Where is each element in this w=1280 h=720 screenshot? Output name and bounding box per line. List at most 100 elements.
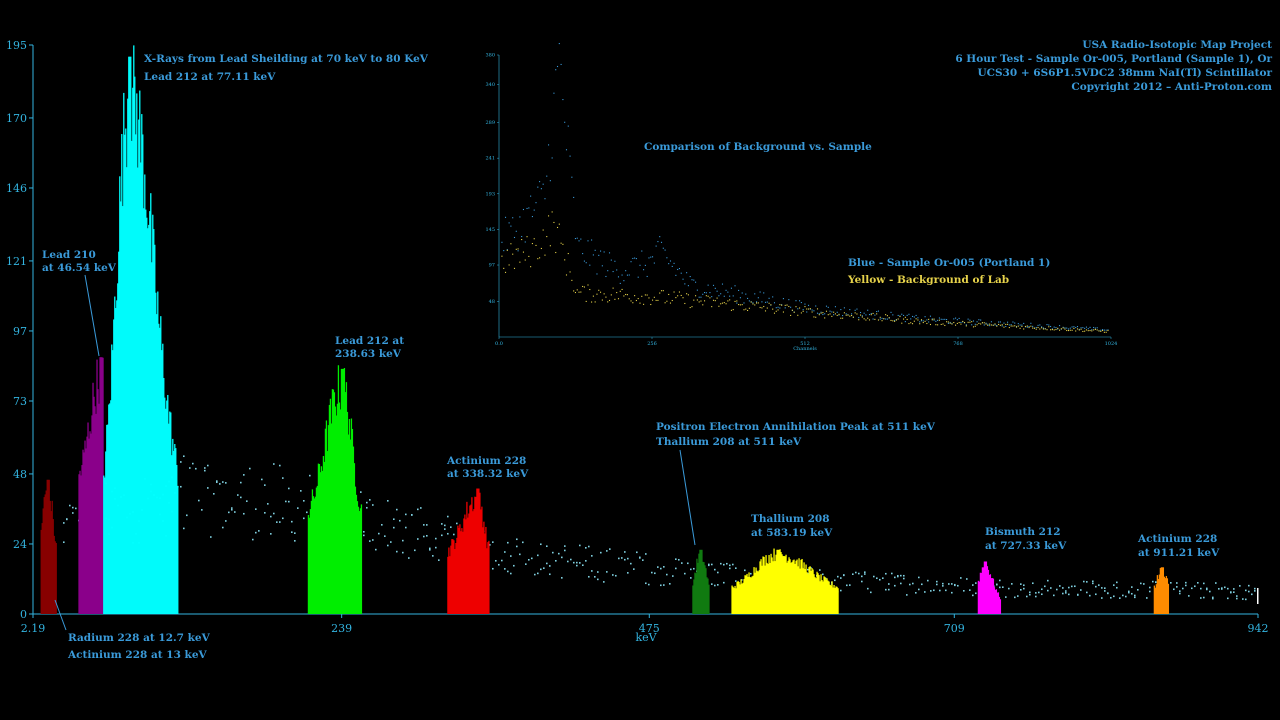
background-dot [936,580,938,583]
background-dot [603,581,605,583]
inset-point [712,299,715,301]
background-dot [1065,592,1067,594]
peak-bar [706,577,708,614]
inset-point [1050,329,1052,331]
inset-point [608,299,611,302]
inset-point [818,314,820,316]
peak-bar [172,438,174,614]
peak-bar [793,559,795,614]
inset-point [587,284,589,286]
inset-point [824,317,826,319]
inset-point [748,307,750,309]
peak-bar [832,587,834,614]
background-dot [735,567,737,570]
peak-bar [353,463,356,614]
background-dot [1200,597,1202,599]
background-dot [183,455,185,458]
peak-bar [1157,578,1160,614]
background-dot [1200,587,1202,590]
inset-point [551,211,553,213]
background-dot [714,584,716,587]
inset-point [1084,327,1086,329]
background-dot [366,501,368,504]
inset-point [608,252,611,254]
inset-point [978,322,980,324]
inset-point [639,264,641,266]
peak-bar [694,572,696,614]
inset-point [825,305,828,307]
leader-positron [679,449,696,546]
inset-point [854,309,856,311]
background-dot [402,551,404,554]
inset-point [1089,329,1091,332]
peak-bar [1163,576,1166,614]
inset-point [770,304,772,306]
background-dot [204,467,206,469]
inset-point [720,303,722,305]
inset-point [542,229,544,231]
peak-bar [113,319,115,614]
inset-point [840,317,842,319]
inset-point [1066,329,1068,332]
background-dot [1041,588,1043,591]
inset-point [920,319,923,321]
peak-bar [1154,587,1157,614]
inset-point [594,301,596,303]
background-dot [909,583,911,586]
inset-point [630,261,632,263]
inset-point [548,215,550,217]
peak-bar [821,580,823,614]
background-dot [1245,598,1247,601]
annotation-pos-1: Positron Electron Annihilation Peak at 5… [656,421,936,433]
peak-bar [831,581,833,614]
inset-point [947,322,949,324]
inset-point [626,274,628,276]
inset-point [872,312,874,314]
inset-point [766,301,768,303]
inset-y-tick-label: 289 [485,120,495,126]
peak-bar [479,492,481,614]
peak-bar [804,569,806,614]
background-dot [1068,593,1070,596]
peak-bar [93,396,95,614]
background-dot [513,564,515,567]
peak-bar [318,464,321,614]
inset-point [1051,329,1053,331]
inset-point [827,314,829,316]
inset-point [673,262,675,264]
background-dot [1074,585,1076,588]
background-dot [894,576,896,579]
peak-bar [177,485,179,614]
peak-bar [143,208,145,614]
inset-point [980,319,982,321]
inset-point [535,244,537,247]
inset-point [528,207,530,209]
inset-point [911,315,914,318]
inset-point [691,279,693,281]
inset-point [994,324,996,326]
inset-point [901,313,903,315]
background-dot [264,484,266,486]
background-dot [807,568,809,571]
peak-bar [827,580,829,614]
background-dot [951,583,953,585]
background-dot [288,487,290,490]
background-dot [1014,596,1016,599]
inset-point [709,292,711,294]
inset-point [806,311,808,313]
inset-point [610,259,612,261]
inset-point [517,248,519,250]
background-dot [549,565,551,567]
inset-point [546,236,548,238]
background-dot [189,467,191,469]
inset-point [779,304,781,306]
inset-point [1053,326,1055,328]
background-dot [237,494,239,496]
peak-bar [701,549,703,614]
background-dot [399,519,401,522]
inset-point [646,275,648,278]
peak-bar [126,167,128,614]
inset-point [813,316,815,318]
inset-point [1096,329,1098,331]
inset-point [874,318,876,320]
